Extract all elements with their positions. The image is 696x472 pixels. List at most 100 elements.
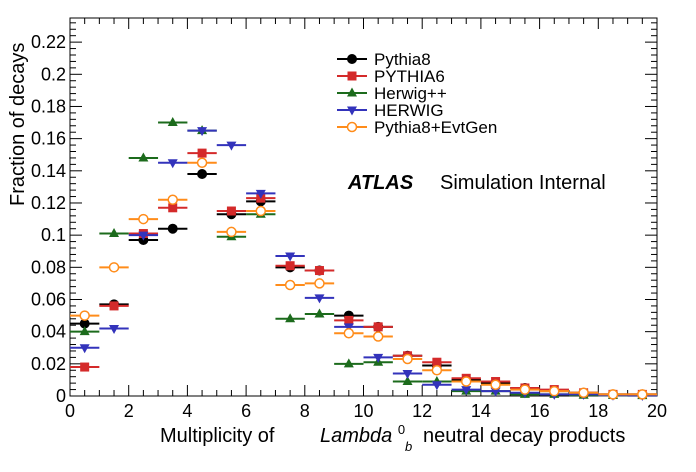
x-tick-label: 18 — [588, 401, 608, 421]
legend-label: Pythia8+EvtGen — [374, 118, 497, 137]
data-point — [285, 261, 295, 271]
legend-label: HERWIG — [374, 101, 444, 120]
data-point — [284, 279, 296, 291]
data-point — [549, 385, 560, 397]
series-layer — [70, 117, 657, 402]
legend-label: Pythia8 — [374, 50, 431, 69]
data-point — [343, 323, 354, 333]
atlas-label-bold: ATLAS — [347, 172, 414, 194]
x-axis-label-superscript: 0 — [398, 422, 405, 437]
series-pythia8-evtgen — [70, 157, 657, 400]
data-point — [255, 189, 266, 199]
data-point — [343, 358, 354, 368]
data-point — [109, 324, 120, 334]
data-point — [167, 194, 178, 206]
x-axis-label-symbol: Lambda — [320, 425, 392, 447]
data-point — [490, 387, 501, 397]
y-axis-ticks — [70, 22, 657, 397]
y-tick-label: 0.06 — [31, 289, 66, 309]
legend-item: PYTHIA6 — [337, 67, 445, 86]
y-axis-label: Fraction of decays — [7, 43, 29, 206]
legend-marker — [347, 54, 357, 64]
legend-item: Pythia8+EvtGen — [337, 118, 497, 137]
data-point — [109, 301, 119, 311]
data-point — [314, 278, 325, 289]
x-axis-label-suffix: neutral decay products — [423, 425, 625, 447]
atlas-label-normal: Simulation Internal — [440, 172, 606, 194]
data-point — [373, 353, 384, 363]
data-point — [372, 331, 384, 342]
x-tick-label: 12 — [412, 401, 432, 421]
data-point — [167, 159, 178, 169]
data-point — [109, 228, 120, 238]
y-tick-label: 0.14 — [31, 161, 66, 181]
data-point — [519, 384, 531, 395]
y-tick-label: 0 — [56, 386, 66, 406]
data-point — [402, 369, 413, 379]
data-point — [197, 148, 207, 158]
x-tick-label: 6 — [241, 401, 251, 421]
x-axis-label-text: Multiplicity of — [160, 425, 275, 447]
legend-marker — [347, 87, 357, 97]
data-point — [168, 203, 178, 213]
data-point — [226, 206, 236, 216]
data-point — [197, 127, 208, 137]
y-tick-label: 0.2 — [41, 64, 66, 84]
data-point — [226, 226, 237, 238]
y-tick-label: 0.04 — [31, 322, 66, 342]
legend-marker — [347, 71, 357, 81]
series-herwig — [70, 127, 657, 402]
x-tick-label: 4 — [182, 401, 192, 421]
data-point — [490, 379, 501, 390]
x-tick-label: 14 — [471, 401, 491, 421]
y-tick-label: 0.16 — [31, 129, 66, 149]
legend-label: Herwig++ — [374, 84, 447, 103]
x-axis-tick-labels: 0 2 4 6 8 10 12 14 16 18 20 — [65, 401, 667, 421]
y-axis-tick-labels: 0 0.02 0.04 0.06 0.08 0.1 0.12 0.14 0.16 0.18 0.2 0… — [31, 32, 66, 406]
data-point — [343, 328, 355, 339]
data-point — [460, 376, 472, 387]
x-tick-label: 8 — [300, 401, 310, 421]
x-tick-label: 0 — [65, 401, 75, 421]
data-point — [402, 376, 413, 386]
data-point — [431, 381, 442, 391]
data-point — [431, 365, 443, 376]
legend-marker — [347, 106, 357, 116]
y-tick-label: 0.08 — [31, 257, 66, 277]
data-point — [314, 308, 325, 318]
data-point — [373, 322, 383, 332]
legend: Pythia8PYTHIA6Herwig++HERWIGPythia8+EvtG… — [337, 50, 497, 137]
x-tick-label: 10 — [353, 401, 373, 421]
legend-item: Herwig++ — [337, 84, 447, 103]
data-point — [314, 294, 325, 304]
data-point — [196, 157, 208, 169]
data-point — [402, 353, 413, 365]
data-point — [461, 386, 472, 396]
data-point — [607, 389, 619, 400]
x-axis-label: Multiplicity of Lambda 0 b neutral decay… — [160, 417, 625, 456]
data-point — [167, 223, 178, 234]
data-point — [197, 169, 208, 180]
data-point — [138, 152, 149, 162]
data-point — [79, 310, 90, 321]
data-point — [138, 231, 149, 241]
x-tick-label: 2 — [124, 401, 134, 421]
y-tick-label: 0.1 — [41, 225, 66, 245]
data-point — [285, 313, 296, 323]
data-point — [79, 344, 90, 354]
y-tick-label: 0.22 — [31, 32, 66, 52]
data-point — [226, 141, 237, 151]
data-point — [108, 262, 120, 273]
data-point — [255, 205, 267, 217]
data-point — [167, 117, 178, 127]
data-point — [138, 213, 149, 225]
data-point — [79, 326, 90, 336]
y-tick-label: 0.12 — [31, 193, 66, 213]
y-tick-label: 0.02 — [31, 354, 66, 374]
legend-label: PYTHIA6 — [374, 67, 445, 86]
data-point — [578, 387, 589, 399]
data-point — [344, 315, 354, 325]
data-point — [432, 357, 442, 367]
data-point — [285, 252, 296, 262]
